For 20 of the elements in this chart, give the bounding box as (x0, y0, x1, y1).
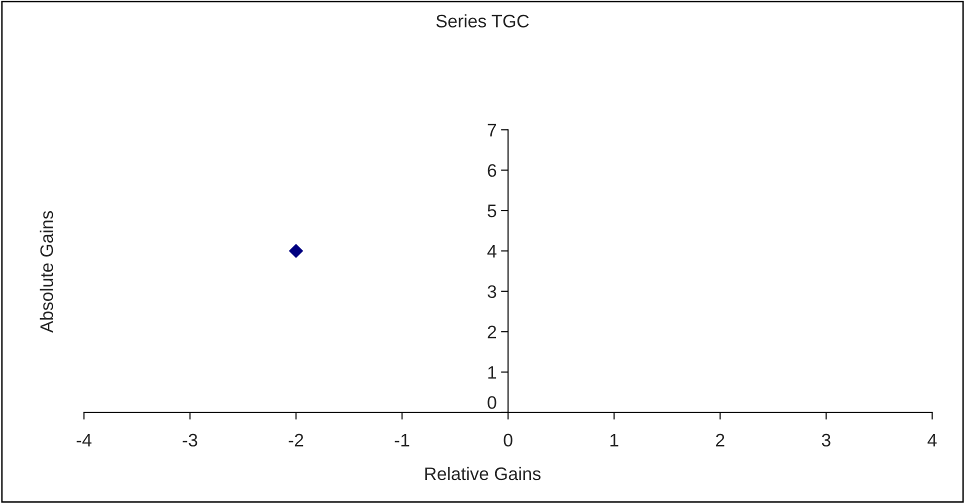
y-tick-label: 4 (487, 245, 496, 258)
x-axis-title: Relative Gains (425, 466, 541, 480)
x-tick-label: 1 (610, 434, 618, 446)
x-tick-label: 3 (822, 434, 830, 447)
y-axis-title: Absolute Gains (40, 211, 54, 333)
y-tick-label: 0 (488, 396, 496, 409)
y-tick-label: 5 (488, 204, 496, 218)
x-tick-label: 4 (928, 434, 937, 446)
y-tick-label: 1 (488, 366, 496, 379)
x-tick-label: -3 (182, 434, 198, 447)
x-tick-label: -4 (76, 434, 92, 446)
x-tick-label: -1 (394, 434, 410, 446)
x-tick-label: 0 (504, 434, 512, 447)
y-tick-label: 6 (488, 164, 496, 177)
x-tick-label: -2 (288, 434, 304, 446)
y-tick-label: 3 (488, 285, 496, 298)
x-tick-label: 2 (716, 434, 724, 446)
y-tick-label: 2 (488, 326, 496, 338)
y-tick-label: 7 (488, 124, 496, 136)
chart-title: Series TGC (436, 14, 529, 28)
